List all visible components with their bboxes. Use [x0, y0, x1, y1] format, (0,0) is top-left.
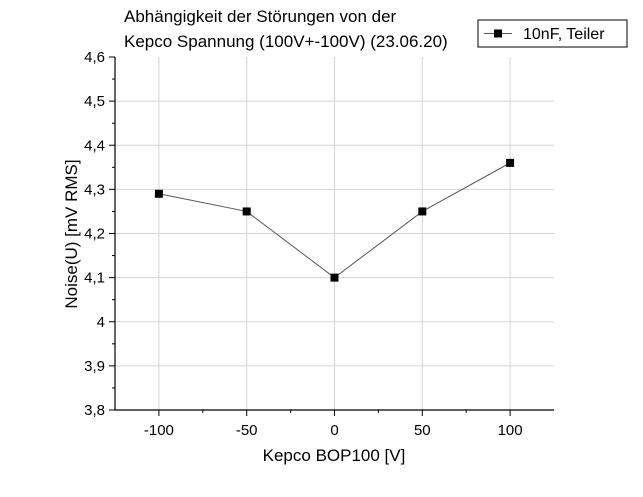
data-point-marker	[506, 158, 515, 167]
x-tick-label: 100	[498, 422, 523, 439]
x-tick-label: -100	[144, 422, 174, 439]
y-tick-label: 4,2	[84, 226, 105, 243]
axes: -100 -50 0 50 100 3,8 3,9 4 4,1 4,2 4,3 4,4 4,5 4,6	[84, 49, 554, 439]
chart-title-line-1: Abhängigkeit der Störungen von der	[124, 7, 397, 26]
x-tick-label: 50	[414, 422, 431, 439]
x-tick-label: -50	[236, 422, 258, 439]
data-point-marker	[154, 189, 163, 198]
data-point-marker	[242, 207, 251, 216]
data-point-marker	[330, 273, 339, 282]
y-tick-label: 4,4	[84, 137, 105, 154]
y-tick-label: 4	[97, 314, 105, 331]
legend: 10nF, Teiler	[477, 19, 628, 48]
chart-title-line-2: Kepco Spannung (100V+-100V) (23.06.20)	[124, 32, 448, 51]
legend-marker-square	[494, 29, 502, 38]
y-tick-label: 4,6	[84, 49, 105, 66]
y-tick-label: 3,9	[84, 358, 105, 375]
legend-label: 10nF, Teiler	[523, 26, 605, 43]
x-axis-title: Kepco BOP100 [V]	[263, 446, 406, 465]
y-tick-label: 4,1	[84, 270, 105, 287]
series-layer	[154, 158, 515, 282]
grid	[115, 57, 554, 410]
y-axis-title: Noise(U) [mV RMS]	[62, 159, 81, 308]
y-tick-label: 4,5	[84, 93, 105, 110]
data-point-marker	[418, 207, 427, 216]
y-tick-label: 4,3	[84, 181, 105, 198]
y-tick-label: 3,8	[84, 402, 105, 419]
x-tick-label: 0	[330, 422, 338, 439]
chart-title: Abhängigkeit der Störungen von der Kepco…	[124, 7, 448, 51]
